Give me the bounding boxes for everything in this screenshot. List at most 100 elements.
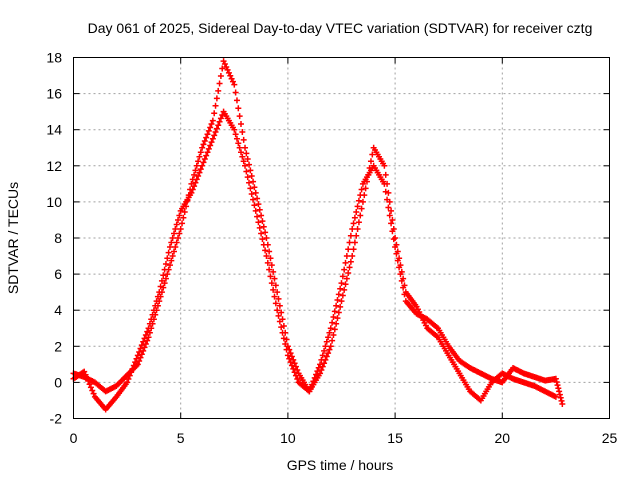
data-point-trace-b <box>271 293 278 300</box>
data-point-trace-a <box>351 214 358 221</box>
data-point-trace-a <box>385 204 392 211</box>
data-point-trace-a <box>250 178 257 185</box>
data-point-trace-b <box>341 286 348 293</box>
data-point-trace-b <box>279 329 286 336</box>
data-point-trace-a <box>342 259 349 266</box>
data-point-trace-b <box>193 176 200 183</box>
data-point-trace-a <box>272 282 279 289</box>
data-point-trace-a <box>197 149 204 156</box>
data-point-trace-b <box>321 360 328 367</box>
data-point-trace-b <box>393 241 400 248</box>
data-point-trace-b <box>284 352 291 359</box>
data-point-trace-b <box>270 286 277 293</box>
data-point-trace-a <box>329 319 336 326</box>
data-point-trace-a <box>213 95 220 102</box>
data-point-trace-a <box>341 266 348 273</box>
y-tick-label: -2 <box>50 411 63 427</box>
data-point-trace-a <box>333 302 340 309</box>
data-point-trace-b <box>367 158 374 165</box>
data-point-trace-a <box>200 141 207 148</box>
data-point-trace-b <box>349 253 356 260</box>
data-point-trace-b <box>161 266 168 273</box>
data-point-trace-b <box>154 293 161 300</box>
data-point-trace-b <box>168 239 175 246</box>
data-point-trace-a <box>168 257 175 264</box>
data-point-trace-b <box>274 307 281 314</box>
data-point-trace-b <box>259 236 266 243</box>
data-point-trace-a <box>211 110 218 117</box>
data-point-trace-b <box>350 246 357 253</box>
data-point-trace-b <box>156 289 163 296</box>
data-point-trace-b <box>236 144 243 151</box>
data-point-trace-b <box>262 247 269 254</box>
data-point-trace-b <box>203 152 210 159</box>
y-tick-label: 6 <box>54 266 62 282</box>
data-point-trace-a <box>219 65 226 72</box>
data-point-trace-b <box>191 183 198 190</box>
data-point-trace-b <box>346 264 353 271</box>
data-point-trace-a <box>274 289 281 296</box>
data-point-trace-b <box>208 139 215 146</box>
data-point-trace-b <box>361 192 368 199</box>
data-point-trace-b <box>233 135 240 142</box>
data-point-trace-b <box>216 118 223 125</box>
data-point-trace-a <box>335 291 342 298</box>
data-point-trace-a <box>235 105 242 112</box>
data-point-trace-b <box>165 249 172 256</box>
data-point-trace-a <box>558 397 565 404</box>
x-tick-label: 5 <box>177 430 185 446</box>
data-point-trace-b <box>81 368 88 375</box>
data-point-trace-b <box>363 178 370 185</box>
data-point-trace-a <box>345 246 352 253</box>
data-point-trace-a <box>553 378 560 385</box>
data-point-trace-b <box>552 393 559 400</box>
data-point-trace-b <box>231 126 238 133</box>
data-point-trace-b <box>150 307 157 314</box>
data-point-trace-a <box>349 225 356 232</box>
data-point-trace-a <box>171 248 177 255</box>
data-point-trace-a <box>275 295 282 302</box>
data-point-trace-a <box>270 268 277 275</box>
data-point-trace-a <box>212 102 219 109</box>
data-point-trace-a <box>236 113 243 120</box>
data-point-trace-a <box>192 167 199 174</box>
data-point-trace-b <box>212 128 219 135</box>
data-point-trace-b <box>240 158 247 165</box>
data-point-trace-a <box>216 80 223 87</box>
data-point-trace-b <box>195 172 202 179</box>
data-point-trace-b <box>126 372 133 379</box>
data-point-trace-b <box>357 212 364 219</box>
data-point-trace-a <box>239 128 246 135</box>
data-point-trace-b <box>166 244 173 251</box>
data-point-trace-b <box>369 151 376 158</box>
data-point-trace-b <box>244 174 251 181</box>
data-point-trace-a <box>323 338 330 345</box>
data-point-trace-a <box>386 212 393 219</box>
data-point-trace-a <box>358 186 365 193</box>
data-point-trace-a <box>233 97 240 104</box>
data-point-trace-b <box>196 169 203 176</box>
data-point-trace-a <box>201 137 208 144</box>
ticks-layer: 0 5 10 15 20 25 -2 0 2 4 6 8 10 12 14 16 18 <box>46 50 617 447</box>
data-point-trace-b <box>334 315 341 322</box>
data-point-trace-a <box>556 388 563 395</box>
data-point-trace-a <box>172 244 179 251</box>
x-tick-label: 20 <box>495 430 511 446</box>
data-point-trace-a <box>228 75 235 82</box>
data-point-trace-a <box>330 313 337 320</box>
data-point-trace-a <box>164 271 171 278</box>
data-point-trace-b <box>260 241 267 248</box>
data-point-trace-a <box>555 385 562 392</box>
data-point-trace-b <box>385 189 392 196</box>
data-point-trace-a <box>205 127 212 134</box>
data-point-trace-b <box>291 369 298 376</box>
data-point-trace-a <box>271 275 278 282</box>
data-point-trace-b <box>217 115 224 122</box>
data-point-trace-b <box>251 202 258 209</box>
data-point-trace-a <box>175 235 182 241</box>
data-point-trace-a <box>268 262 275 269</box>
data-point-trace-a <box>207 124 214 131</box>
data-point-trace-b <box>162 260 169 267</box>
y-axis-title: SDTVAR / TECUs <box>5 182 21 294</box>
data-point-trace-b <box>386 198 393 205</box>
